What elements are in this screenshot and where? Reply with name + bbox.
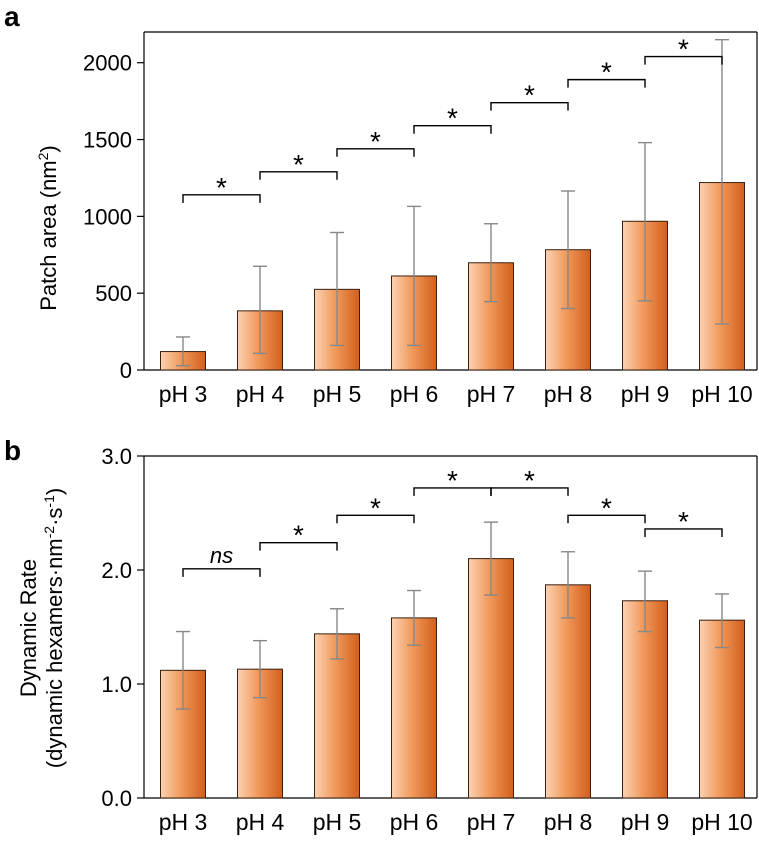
x-tick-label: pH 5 bbox=[313, 381, 362, 407]
y-tick-label: 2.0 bbox=[101, 558, 132, 583]
bar bbox=[391, 617, 437, 799]
significance-bracket bbox=[567, 78, 646, 88]
significance-label: * bbox=[370, 126, 381, 157]
x-tick-label: pH 3 bbox=[159, 809, 208, 835]
significance-label: ns bbox=[210, 543, 233, 568]
panel-a-chart: 0 500 1000 1500 2000 pH 3 pH 4 pH 5 pH 6 pH 7 pH 8… bbox=[83, 31, 758, 407]
significance-label: * bbox=[678, 34, 689, 65]
significance-bracket bbox=[336, 514, 415, 524]
panel-letter-b: b bbox=[4, 435, 21, 466]
x-tick-label: pH 5 bbox=[313, 809, 362, 835]
significance-label: * bbox=[524, 80, 535, 111]
x-tick-label: pH 10 bbox=[691, 381, 752, 407]
y-tick-label: 0.0 bbox=[101, 786, 132, 811]
x-tick-label: pH 10 bbox=[691, 809, 752, 835]
x-tick-label: pH 6 bbox=[390, 381, 439, 407]
y-tick-label: 1.0 bbox=[101, 672, 132, 697]
significance-bracket bbox=[567, 514, 646, 524]
significance-label: * bbox=[216, 172, 227, 203]
significance-bracket bbox=[644, 528, 723, 537]
significance-label: * bbox=[293, 520, 304, 551]
x-tick-label: pH 7 bbox=[467, 381, 516, 407]
y-tick-label: 1000 bbox=[83, 204, 132, 229]
x-tick-label: pH 3 bbox=[159, 381, 208, 407]
panel-b-y-axis-subtitle: (dynamic hexamers·nm-2·s-1) bbox=[41, 488, 67, 768]
significance-bracket bbox=[644, 55, 723, 65]
x-tick-label: pH 4 bbox=[236, 381, 285, 407]
x-tick-label: pH 9 bbox=[621, 381, 670, 407]
significance-bracket bbox=[182, 568, 261, 577]
bar bbox=[545, 584, 591, 799]
significance-label: * bbox=[678, 506, 689, 537]
bar bbox=[699, 619, 745, 799]
significance-label: * bbox=[601, 492, 612, 523]
bar bbox=[314, 633, 360, 799]
x-tick-label: pH 9 bbox=[621, 809, 670, 835]
x-tick-label: pH 6 bbox=[390, 809, 439, 835]
significance-bracket bbox=[259, 171, 338, 180]
significance-bracket bbox=[413, 125, 492, 134]
y-tick-label: 1500 bbox=[83, 128, 132, 153]
significance-label: * bbox=[447, 465, 458, 496]
y-tick-label: 3.0 bbox=[101, 444, 132, 469]
panel-b-y-axis-title: Dynamic Rate bbox=[16, 559, 41, 697]
significance-label: * bbox=[601, 57, 612, 88]
significance-label: * bbox=[293, 149, 304, 180]
significance-label: * bbox=[524, 465, 535, 496]
x-tick-label: pH 8 bbox=[544, 381, 593, 407]
y-tick-label: 0 bbox=[120, 358, 132, 383]
x-tick-label: pH 8 bbox=[544, 809, 593, 835]
significance-bracket bbox=[490, 487, 569, 496]
significance-bracket bbox=[182, 194, 261, 203]
y-tick-label: 2000 bbox=[83, 51, 132, 76]
y-tick-label: 500 bbox=[95, 281, 132, 306]
significance-label: * bbox=[370, 492, 381, 523]
panel-letter-a: a bbox=[4, 1, 20, 32]
x-tick-label: pH 7 bbox=[467, 809, 516, 835]
significance-bracket bbox=[259, 541, 338, 551]
panel-a-y-axis-title: Patch area (nm2) bbox=[35, 145, 61, 311]
bar bbox=[468, 558, 514, 799]
significance-bracket bbox=[490, 101, 569, 111]
significance-label: * bbox=[447, 103, 458, 134]
x-tick-label: pH 4 bbox=[236, 809, 285, 835]
panel-b-chart: 0.0 1.0 2.0 3.0 pH 3 pH 4 pH 5 pH 6 pH 7 pH 8 pH 9… bbox=[101, 444, 758, 835]
significance-bracket bbox=[336, 148, 415, 157]
